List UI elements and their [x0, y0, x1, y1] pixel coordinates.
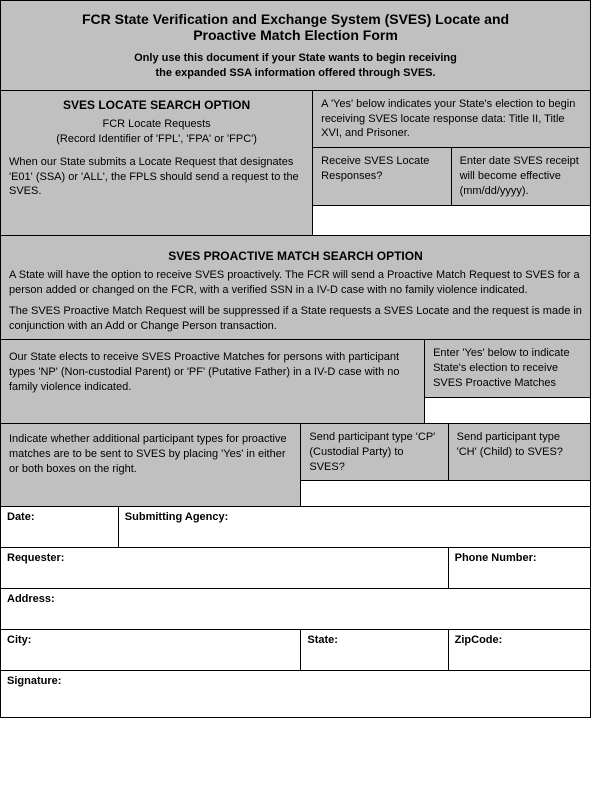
proactive-elect-text: Our State elects to receive SVES Proacti…	[1, 340, 425, 424]
title-line-2: Proactive Match Election Form	[193, 27, 398, 43]
agency-field[interactable]: Submitting Agency:	[119, 507, 590, 548]
title-line-1: FCR State Verification and Exchange Syst…	[82, 11, 509, 27]
sves-election-form: FCR State Verification and Exchange Syst…	[0, 0, 591, 718]
requester-field[interactable]: Requester:	[1, 548, 449, 589]
zip-field[interactable]: ZipCode:	[449, 630, 590, 671]
locate-title: SVES LOCATE SEARCH OPTION	[9, 97, 304, 117]
date-label: Date:	[7, 511, 35, 523]
form-title: FCR State Verification and Exchange Syst…	[21, 11, 570, 43]
locate-q1-input[interactable]	[313, 206, 451, 236]
locate-q1: Receive SVES Locate Responses?	[313, 148, 451, 206]
address-field[interactable]: Address:	[1, 589, 590, 630]
proactive-elect-row: Our State elects to receive SVES Proacti…	[1, 340, 590, 424]
form-header: FCR State Verification and Exchange Syst…	[1, 1, 590, 91]
locate-right: A 'Yes' below indicates your State's ele…	[313, 91, 590, 236]
row-date-agency: Date: Submitting Agency:	[1, 507, 590, 548]
locate-left: SVES LOCATE SEARCH OPTION FCR Locate Req…	[1, 91, 313, 236]
locate-sub1: FCR Locate Requests	[9, 117, 304, 132]
row-signature: Signature:	[1, 671, 590, 717]
proactive-ch-input[interactable]	[449, 481, 590, 507]
locate-sub2: (Record Identifier of 'FPL', 'FPA' or 'F…	[9, 132, 304, 147]
signature-field[interactable]: Signature:	[1, 671, 590, 717]
proactive-p2: The SVES Proactive Match Request will be…	[9, 304, 582, 334]
city-field[interactable]: City:	[1, 630, 301, 671]
agency-label: Submitting Agency:	[125, 511, 228, 523]
proactive-title: SVES PROACTIVE MATCH SEARCH OPTION	[9, 242, 582, 268]
row-city-state-zip: City: State: ZipCode:	[1, 630, 590, 671]
locate-q2-input[interactable]	[452, 206, 590, 236]
date-field[interactable]: Date:	[1, 507, 119, 548]
proactive-elect-yes: Enter 'Yes' below to indicate State's el…	[425, 340, 590, 398]
subtitle-line-2: the expanded SSA information offered thr…	[155, 67, 435, 79]
row-requester-phone: Requester: Phone Number:	[1, 548, 590, 589]
row-address: Address:	[1, 589, 590, 630]
subtitle-line-1: Only use this document if your State wan…	[134, 52, 457, 64]
locate-section: SVES LOCATE SEARCH OPTION FCR Locate Req…	[1, 91, 590, 236]
phone-field[interactable]: Phone Number:	[449, 548, 590, 589]
proactive-cp-input[interactable]	[301, 481, 448, 507]
proactive-header: SVES PROACTIVE MATCH SEARCH OPTION A Sta…	[1, 236, 590, 341]
state-field[interactable]: State:	[301, 630, 448, 671]
proactive-additional-row: Indicate whether additional participant …	[1, 424, 590, 508]
signature-label: Signature:	[7, 675, 61, 687]
proactive-ch-label: Send participant type 'CH' (Child) to SV…	[449, 424, 590, 482]
address-label: Address:	[7, 593, 55, 605]
city-label: City:	[7, 634, 31, 646]
zip-label: ZipCode:	[455, 634, 503, 646]
locate-q2: Enter date SVES receipt will become effe…	[452, 148, 590, 206]
state-label: State:	[307, 634, 338, 646]
proactive-cp-label: Send participant type 'CP' (Custodial Pa…	[301, 424, 448, 482]
phone-label: Phone Number:	[455, 552, 537, 564]
requester-label: Requester:	[7, 552, 64, 564]
proactive-additional-text: Indicate whether additional participant …	[1, 424, 301, 508]
locate-body: When our State submits a Locate Request …	[9, 155, 304, 200]
proactive-p1: A State will have the option to receive …	[9, 268, 582, 298]
locate-yes-text: A 'Yes' below indicates your State's ele…	[313, 91, 590, 149]
form-subtitle: Only use this document if your State wan…	[21, 51, 570, 82]
proactive-elect-input[interactable]	[425, 398, 590, 424]
